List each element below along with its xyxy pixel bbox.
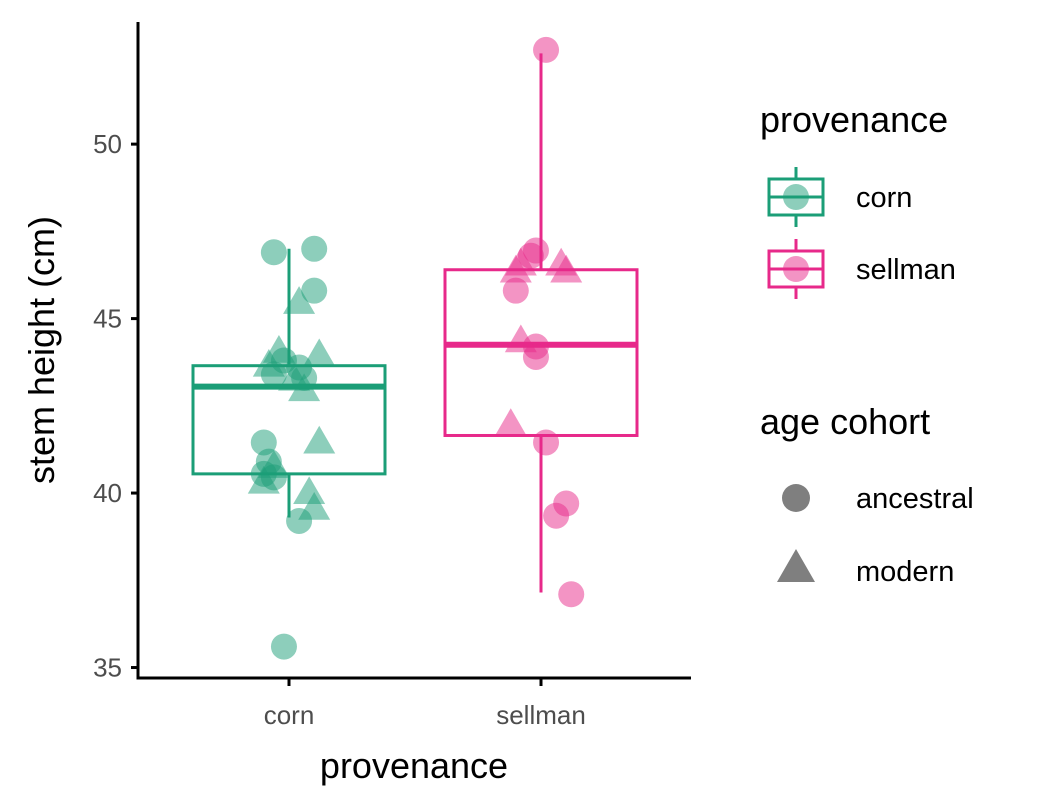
- point-sellman-ancestral: [533, 36, 560, 63]
- legend-shape-circle: [782, 484, 810, 512]
- legend-shape-items: ancestral modern: [777, 483, 974, 588]
- point-corn-modern: [303, 425, 336, 454]
- y-ticks: 35 40 45 50: [93, 129, 138, 683]
- point-sellman-modern: [499, 254, 532, 283]
- y-tick-label: 35: [93, 653, 122, 683]
- legend-key-corn: [767, 167, 825, 227]
- box-sellman: [443, 53, 639, 593]
- point-corn-ancestral: [301, 235, 328, 262]
- legend-key-sellman: [767, 239, 825, 299]
- x-ticks: corn sellman: [264, 678, 586, 730]
- point-corn-ancestral: [260, 239, 287, 266]
- legend-color-items: corn sellman: [767, 167, 956, 299]
- point-corn-modern: [283, 286, 316, 314]
- legend-label-corn: corn: [856, 182, 912, 214]
- legend-title-provenance: provenance: [760, 99, 948, 140]
- point-sellman-modern: [504, 324, 537, 353]
- y-tick-label: 50: [93, 129, 122, 159]
- legend-key-point: [783, 184, 809, 210]
- legend-label-ancestral: ancestral: [856, 483, 974, 515]
- point-corn-ancestral: [301, 277, 328, 304]
- legend-title-age-cohort: age cohort: [760, 401, 930, 442]
- legend-label-sellman: sellman: [856, 254, 956, 286]
- legend: provenance corn sellman age cohort ancest…: [760, 99, 974, 588]
- point-corn-modern: [303, 338, 336, 367]
- legend-shape-triangle: [777, 549, 815, 582]
- x-tick-label: sellman: [496, 700, 586, 730]
- point-corn-modern: [247, 465, 280, 494]
- point-sellman-ancestral: [502, 277, 529, 304]
- x-axis-title: provenance: [320, 745, 508, 786]
- y-tick-label: 45: [93, 304, 122, 334]
- point-corn-modern: [288, 373, 321, 402]
- point-sellman-ancestral: [558, 581, 585, 608]
- point-sellman-ancestral: [533, 429, 560, 456]
- point-corn-ancestral: [270, 633, 297, 660]
- x-tick-label: corn: [264, 700, 315, 730]
- point-corn-modern: [293, 476, 326, 505]
- y-tick-label: 40: [93, 478, 122, 508]
- legend-key-point: [783, 256, 809, 282]
- point-layer: [247, 36, 585, 660]
- point-sellman-modern: [494, 408, 527, 436]
- point-corn-modern: [252, 348, 285, 377]
- y-axis-title: stem height (cm): [21, 216, 62, 484]
- point-sellman-modern: [550, 254, 583, 283]
- point-corn-modern: [298, 492, 331, 520]
- point-sellman-ancestral: [543, 502, 570, 529]
- legend-label-modern: modern: [856, 556, 954, 588]
